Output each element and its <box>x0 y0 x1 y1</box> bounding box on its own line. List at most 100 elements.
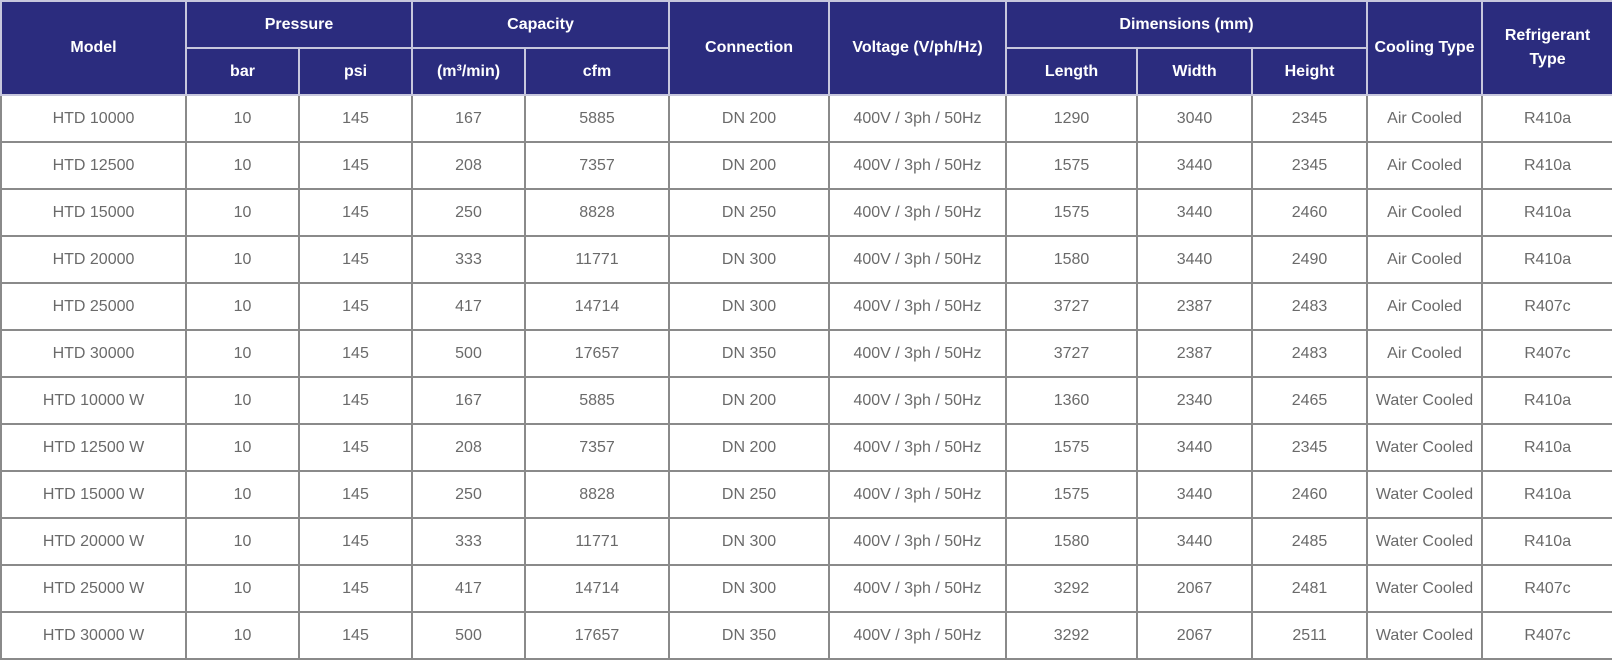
header-row-sub: bar psi (m³/min) cfm Length Width Height <box>1 47 1612 96</box>
col-header-model: Model <box>0 0 187 96</box>
cell-capacity-m3min: 417 <box>411 564 526 613</box>
cell-connection: DN 300 <box>668 235 831 284</box>
cell-capacity-cfm: 17657 <box>523 611 671 660</box>
cell-height: 2460 <box>1251 188 1369 237</box>
cell-length: 3727 <box>1005 282 1139 331</box>
cell-model: HTD 20000 <box>0 235 187 284</box>
cell-connection: DN 350 <box>668 611 831 660</box>
cell-length: 1290 <box>1005 94 1139 143</box>
cell-height: 2345 <box>1251 423 1369 472</box>
cell-cooling-type: Air Cooled <box>1366 329 1484 378</box>
cell-psi: 145 <box>298 564 413 613</box>
cell-connection: DN 200 <box>668 94 831 143</box>
cell-length: 1575 <box>1005 423 1139 472</box>
cell-height: 2481 <box>1251 564 1369 613</box>
cell-capacity-m3min: 417 <box>411 282 526 331</box>
cell-bar: 10 <box>185 376 300 425</box>
cell-refrigerant-type: R410a <box>1481 423 1612 472</box>
cell-height: 2483 <box>1251 282 1369 331</box>
cell-capacity-m3min: 208 <box>411 423 526 472</box>
cell-capacity-cfm: 5885 <box>523 376 671 425</box>
table-header: Model Pressure Capacity Connection Volta… <box>0 0 1612 96</box>
cell-capacity-m3min: 167 <box>411 94 526 143</box>
cell-connection: DN 300 <box>668 564 831 613</box>
cell-capacity-cfm: 11771 <box>523 517 671 566</box>
cell-bar: 10 <box>185 141 300 190</box>
cell-voltage: 400V / 3ph / 50Hz <box>828 282 1008 331</box>
col-header-cfm: cfm <box>523 47 671 96</box>
cell-width: 2340 <box>1136 376 1254 425</box>
col-header-height: Height <box>1251 47 1369 96</box>
cell-refrigerant-type: R410a <box>1481 141 1612 190</box>
cell-height: 2490 <box>1251 235 1369 284</box>
cell-refrigerant-type: R410a <box>1481 517 1612 566</box>
cell-cooling-type: Air Cooled <box>1366 282 1484 331</box>
cell-refrigerant-type: R410a <box>1481 188 1612 237</box>
col-header-psi: psi <box>298 47 413 96</box>
table-row: HTD 30000 10 145 500 17657 DN 350 400V / 3ph /… <box>0 329 1612 378</box>
cell-voltage: 400V / 3ph / 50Hz <box>828 141 1008 190</box>
cell-length: 1575 <box>1005 188 1139 237</box>
cell-voltage: 400V / 3ph / 50Hz <box>828 329 1008 378</box>
cell-refrigerant-type: R407c <box>1481 329 1612 378</box>
cell-connection: DN 200 <box>668 141 831 190</box>
cell-connection: DN 200 <box>668 376 831 425</box>
cell-voltage: 400V / 3ph / 50Hz <box>828 564 1008 613</box>
cell-refrigerant-type: R410a <box>1481 94 1612 143</box>
cell-bar: 10 <box>185 329 300 378</box>
cell-length: 3292 <box>1005 611 1139 660</box>
cell-model: HTD 30000 <box>0 329 187 378</box>
cell-bar: 10 <box>185 470 300 519</box>
header-row-top: Model Pressure Capacity Connection Volta… <box>0 0 1612 96</box>
cell-voltage: 400V / 3ph / 50Hz <box>828 611 1008 660</box>
cell-capacity-cfm: 14714 <box>523 282 671 331</box>
cell-refrigerant-type: R410a <box>1481 235 1612 284</box>
table-row: HTD 10000 W 10 145 167 5885 DN 200 400V / 3ph … <box>0 376 1612 425</box>
table-row: HTD 12500 10 145 208 7357 DN 200 400V / 3ph / … <box>0 141 1612 190</box>
cell-bar: 10 <box>185 94 300 143</box>
cell-length: 1575 <box>1005 470 1139 519</box>
table-row: HTD 12500 W 10 145 208 7357 DN 200 400V / 3ph … <box>0 423 1612 472</box>
cell-voltage: 400V / 3ph / 50Hz <box>828 235 1008 284</box>
col-header-voltage: Voltage (V/ph/Hz) <box>828 0 1008 96</box>
table-row: HTD 25000 10 145 417 14714 DN 300 400V / 3ph /… <box>0 282 1612 331</box>
cell-psi: 145 <box>298 235 413 284</box>
cell-capacity-cfm: 5885 <box>523 94 671 143</box>
cell-cooling-type: Water Cooled <box>1366 470 1484 519</box>
cell-capacity-cfm: 8828 <box>523 470 671 519</box>
cell-capacity-m3min: 333 <box>411 235 526 284</box>
cell-capacity-m3min: 500 <box>411 611 526 660</box>
cell-length: 1575 <box>1005 141 1139 190</box>
cell-connection: DN 300 <box>668 517 831 566</box>
cell-capacity-cfm: 7357 <box>523 423 671 472</box>
cell-width: 2387 <box>1136 329 1254 378</box>
cell-width: 2067 <box>1136 611 1254 660</box>
col-group-capacity: Capacity <box>410 0 671 49</box>
cell-model: HTD 30000 W <box>0 611 187 660</box>
cell-width: 3440 <box>1136 141 1254 190</box>
col-header-width: Width <box>1136 47 1254 96</box>
cell-height: 2483 <box>1251 329 1369 378</box>
cell-width: 3440 <box>1136 235 1254 284</box>
cell-bar: 10 <box>185 611 300 660</box>
cell-bar: 10 <box>185 188 300 237</box>
cell-refrigerant-type: R407c <box>1481 611 1612 660</box>
cell-width: 3040 <box>1136 94 1254 143</box>
cell-model: HTD 25000 W <box>0 564 187 613</box>
cell-model: HTD 15000 W <box>0 470 187 519</box>
table-row: HTD 25000 W 10 145 417 14714 DN 300 400V / 3ph… <box>0 564 1612 613</box>
cell-cooling-type: Air Cooled <box>1366 235 1484 284</box>
cell-length: 1580 <box>1005 235 1139 284</box>
cell-height: 2485 <box>1251 517 1369 566</box>
cell-model: HTD 10000 <box>0 94 187 143</box>
cell-height: 2465 <box>1251 376 1369 425</box>
cell-height: 2345 <box>1251 94 1369 143</box>
cell-cooling-type: Air Cooled <box>1366 188 1484 237</box>
cell-width: 3440 <box>1136 517 1254 566</box>
cell-psi: 145 <box>298 329 413 378</box>
cell-cooling-type: Water Cooled <box>1366 376 1484 425</box>
cell-psi: 145 <box>298 470 413 519</box>
cell-model: HTD 20000 W <box>0 517 187 566</box>
cell-psi: 145 <box>298 611 413 660</box>
